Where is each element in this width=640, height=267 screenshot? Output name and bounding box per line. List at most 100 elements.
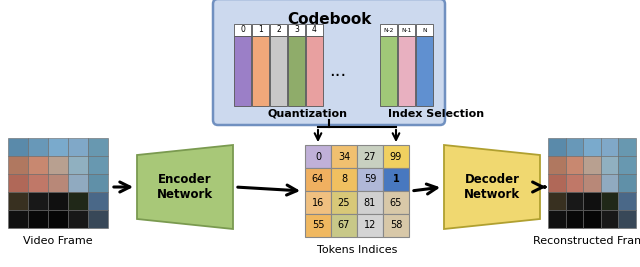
- Bar: [566, 210, 583, 228]
- Bar: [566, 192, 583, 210]
- Bar: [383, 191, 409, 214]
- Bar: [288, 36, 305, 106]
- Bar: [383, 145, 409, 168]
- Bar: [8, 138, 28, 156]
- Bar: [88, 210, 108, 228]
- Bar: [566, 156, 583, 174]
- Text: N: N: [422, 28, 427, 33]
- Bar: [398, 24, 415, 36]
- Bar: [566, 138, 583, 156]
- FancyBboxPatch shape: [213, 0, 445, 125]
- Text: 16: 16: [312, 198, 324, 207]
- Bar: [357, 168, 383, 191]
- Bar: [270, 24, 287, 36]
- Text: 3: 3: [294, 26, 299, 34]
- Bar: [28, 210, 48, 228]
- Bar: [357, 214, 383, 237]
- Bar: [398, 36, 415, 106]
- Bar: [48, 210, 68, 228]
- Bar: [548, 174, 566, 192]
- Bar: [68, 192, 88, 210]
- Bar: [331, 168, 357, 191]
- Text: 0: 0: [315, 151, 321, 162]
- Text: 0: 0: [240, 26, 245, 34]
- Bar: [583, 174, 601, 192]
- Bar: [618, 156, 636, 174]
- Bar: [306, 24, 323, 36]
- Bar: [416, 36, 433, 106]
- Bar: [252, 24, 269, 36]
- Bar: [305, 214, 331, 237]
- Bar: [618, 210, 636, 228]
- Bar: [601, 174, 618, 192]
- Bar: [68, 174, 88, 192]
- Text: 67: 67: [338, 221, 350, 230]
- Text: 59: 59: [364, 175, 376, 184]
- Bar: [601, 192, 618, 210]
- Bar: [28, 138, 48, 156]
- Text: Quantization: Quantization: [268, 109, 348, 119]
- Bar: [88, 174, 108, 192]
- Text: 99: 99: [390, 151, 402, 162]
- Bar: [48, 138, 68, 156]
- Bar: [380, 24, 397, 36]
- Bar: [583, 192, 601, 210]
- Text: Encoder
Network: Encoder Network: [157, 173, 213, 201]
- Bar: [583, 210, 601, 228]
- Bar: [583, 156, 601, 174]
- Bar: [68, 210, 88, 228]
- Text: 81: 81: [364, 198, 376, 207]
- Bar: [331, 191, 357, 214]
- Bar: [331, 145, 357, 168]
- Bar: [357, 191, 383, 214]
- Bar: [88, 156, 108, 174]
- Text: N-1: N-1: [401, 28, 412, 33]
- Bar: [416, 24, 433, 36]
- Text: 2: 2: [276, 26, 281, 34]
- Bar: [306, 36, 323, 106]
- Bar: [383, 168, 409, 191]
- Text: ...: ...: [330, 62, 347, 80]
- Bar: [8, 174, 28, 192]
- Bar: [48, 192, 68, 210]
- Bar: [305, 145, 331, 168]
- Bar: [8, 192, 28, 210]
- Text: 65: 65: [390, 198, 402, 207]
- Text: Video Frame: Video Frame: [23, 236, 93, 246]
- Text: 1: 1: [392, 175, 399, 184]
- Bar: [288, 24, 305, 36]
- Text: Decoder
Network: Decoder Network: [464, 173, 520, 201]
- Bar: [28, 192, 48, 210]
- Bar: [88, 138, 108, 156]
- Bar: [601, 138, 618, 156]
- Bar: [234, 24, 251, 36]
- Bar: [618, 138, 636, 156]
- Text: 64: 64: [312, 175, 324, 184]
- Text: Index Selection: Index Selection: [388, 109, 484, 119]
- Bar: [28, 156, 48, 174]
- Bar: [380, 36, 397, 106]
- Text: 4: 4: [312, 26, 317, 34]
- Bar: [28, 174, 48, 192]
- Text: 58: 58: [390, 221, 402, 230]
- Polygon shape: [137, 145, 233, 229]
- Text: 8: 8: [341, 175, 347, 184]
- Bar: [357, 145, 383, 168]
- Bar: [601, 156, 618, 174]
- Bar: [8, 156, 28, 174]
- Bar: [548, 156, 566, 174]
- Bar: [305, 168, 331, 191]
- Bar: [548, 192, 566, 210]
- Text: Codebook: Codebook: [287, 11, 371, 26]
- Bar: [48, 174, 68, 192]
- Text: 27: 27: [364, 151, 376, 162]
- Bar: [68, 138, 88, 156]
- Bar: [383, 214, 409, 237]
- Bar: [566, 174, 583, 192]
- Bar: [548, 210, 566, 228]
- Bar: [618, 174, 636, 192]
- Text: N-2: N-2: [383, 28, 394, 33]
- Text: Tokens Indices: Tokens Indices: [317, 245, 397, 255]
- Bar: [68, 156, 88, 174]
- Bar: [8, 210, 28, 228]
